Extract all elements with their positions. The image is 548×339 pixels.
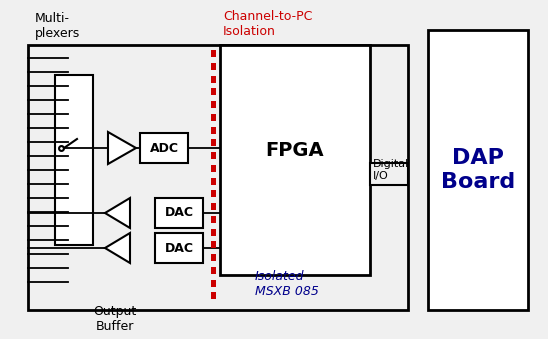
Bar	[210, 292, 215, 299]
Text: Channel-to-PC
Isolation: Channel-to-PC Isolation	[223, 10, 312, 38]
Bar	[210, 165, 215, 172]
Bar	[210, 178, 215, 184]
Bar	[210, 126, 215, 134]
Polygon shape	[108, 132, 136, 164]
Bar	[28, 45, 408, 310]
Bar	[210, 241, 215, 248]
Bar	[210, 190, 215, 197]
Text: Multi-
plexers: Multi- plexers	[35, 12, 80, 40]
Text: ADC: ADC	[150, 141, 179, 155]
Text: DAC: DAC	[164, 206, 193, 219]
Bar	[210, 203, 215, 210]
Bar	[210, 63, 215, 70]
Bar	[210, 216, 215, 223]
Bar	[210, 254, 215, 261]
Text: DAP
Board: DAP Board	[441, 148, 515, 192]
Bar	[155, 233, 203, 263]
Bar	[210, 267, 215, 274]
Bar	[155, 198, 203, 228]
Bar	[210, 228, 215, 236]
Bar	[210, 279, 215, 286]
Text: Digital
I/O: Digital I/O	[373, 159, 409, 181]
Text: FPGA: FPGA	[266, 140, 324, 160]
Text: Isolated
MSXB 085: Isolated MSXB 085	[255, 270, 319, 298]
Bar	[428, 30, 528, 310]
Polygon shape	[105, 233, 130, 263]
Bar	[210, 50, 215, 57]
Polygon shape	[105, 198, 130, 228]
Bar	[210, 139, 215, 146]
Bar	[220, 45, 370, 275]
Bar	[210, 76, 215, 82]
Bar	[210, 152, 215, 159]
Bar	[370, 163, 408, 185]
Bar	[55, 75, 93, 245]
Text: DAC: DAC	[164, 241, 193, 255]
Bar	[140, 133, 188, 163]
Text: Output
Buffer: Output Buffer	[93, 305, 136, 333]
Bar	[210, 101, 215, 108]
Bar	[210, 88, 215, 95]
Bar	[210, 114, 215, 121]
